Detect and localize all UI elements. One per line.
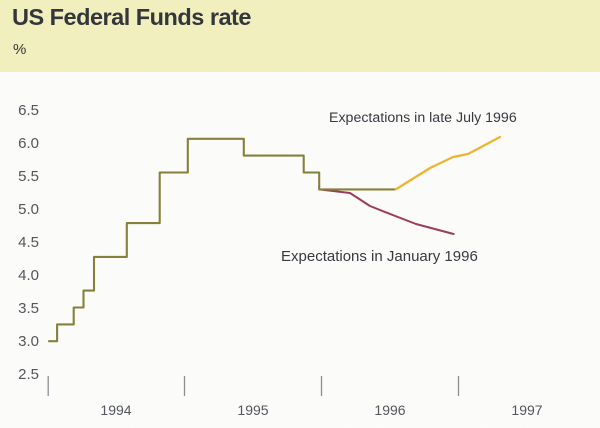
svg-text:1994: 1994 [100,402,131,418]
svg-text:6.0: 6.0 [18,135,39,152]
svg-text:6.5: 6.5 [18,102,39,119]
svg-text:5.5: 5.5 [18,168,39,185]
svg-text:4.0: 4.0 [18,267,39,284]
svg-text:1995: 1995 [237,402,268,418]
svg-text:4.5: 4.5 [18,234,39,251]
svg-text:1997: 1997 [511,402,542,418]
svg-text:3.5: 3.5 [18,300,39,317]
svg-text:Expectations in January 1996: Expectations in January 1996 [281,248,478,265]
svg-text:1996: 1996 [374,402,405,418]
svg-text:5.0: 5.0 [18,201,39,218]
svg-text:2.5: 2.5 [18,366,39,383]
svg-text:3.0: 3.0 [18,333,39,350]
svg-text:Expectations in late July 1996: Expectations in late July 1996 [329,110,517,126]
